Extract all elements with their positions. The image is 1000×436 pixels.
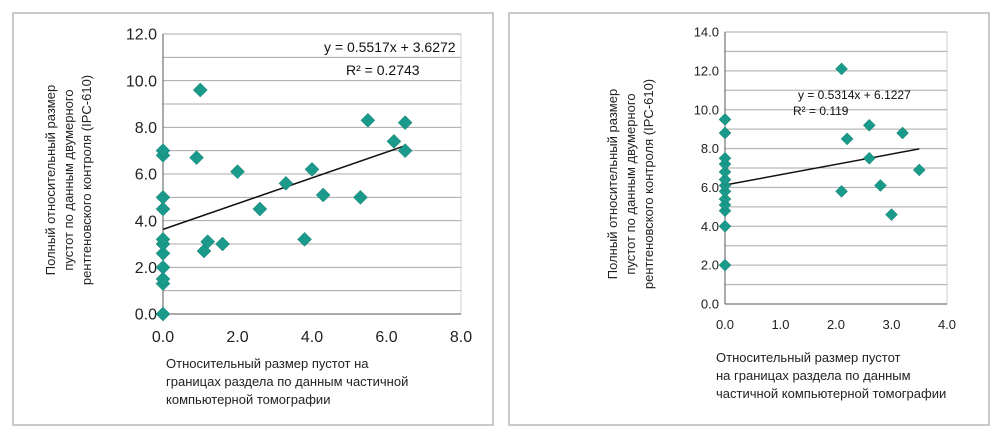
data-point-right [718, 165, 732, 179]
x-tick-label-right: 1.0 [771, 317, 789, 332]
data-point-left [155, 271, 171, 287]
data-point-left [155, 143, 171, 159]
y-tick-label-right: 10.0 [694, 102, 719, 117]
y-tick-label-right: 2.0 [701, 258, 719, 273]
data-point-left [315, 187, 331, 203]
data-point-right [840, 132, 854, 146]
x-tick-label-right: 4.0 [938, 317, 956, 332]
y-tick-label-right: 4.0 [701, 219, 719, 234]
data-point-right [835, 184, 848, 198]
x-axis-title-line: частичной компьютерной томографии [716, 386, 946, 401]
data-point-left [278, 175, 294, 191]
chart-panel-left: 0.0 2.0 4.0 6.0 8.0 10.0 12.0 0.0 2.0 4.0 6.0 8.0 y … [12, 12, 494, 426]
y-axis-title-line: Полный относительный размер [605, 89, 620, 279]
y-tick-label-right: 6.0 [701, 180, 719, 195]
data-point-right [885, 208, 898, 221]
x-axis-title-line: Относительный размер пустот на [166, 356, 369, 371]
data-point-left [304, 161, 320, 177]
scatter-chart-right: 0.0 2.0 4.0 6.0 8.0 10.0 12.0 14.0 0.0 1.0 2.0 3.0 4… [605, 25, 956, 401]
data-point-left [155, 259, 171, 275]
x-tick-label-left: 8.0 [450, 329, 472, 346]
x-tick-label-right: 2.0 [827, 317, 845, 332]
data-point-right [912, 163, 926, 177]
data-point-right [835, 62, 848, 76]
scatter-chart-left: 0.0 2.0 4.0 6.0 8.0 10.0 12.0 0.0 2.0 4.0 6.0 8.0 y … [43, 27, 472, 407]
y-axis-title-line: Полный относительный размер [43, 85, 58, 275]
y-tick-label-left: 12.0 [126, 27, 157, 44]
y-tick-label-left: 8.0 [135, 120, 157, 137]
x-tick-label-left: 0.0 [152, 329, 174, 346]
data-point-left [353, 189, 368, 205]
x-axis-title-line: на границах раздела по данным [716, 368, 911, 383]
y-tick-label-left: 6.0 [135, 167, 157, 184]
y-axis-title-right: Полный относительный размер пустот по дан… [605, 79, 656, 289]
data-point-right [862, 118, 876, 132]
trendline-right [724, 148, 920, 186]
data-point-left [397, 115, 413, 131]
data-point-left [200, 234, 216, 250]
y-tick-label-left: 10.0 [126, 73, 157, 90]
y-tick-label-right: 12.0 [694, 63, 719, 78]
data-point-right [862, 151, 876, 165]
data-point-left [155, 231, 171, 247]
y-axis-title-line: рентгеновского контроля (IPC-610) [641, 79, 656, 289]
r-squared-right: R² = 0.119 [793, 104, 849, 118]
x-tick-label-left: 6.0 [375, 329, 397, 346]
data-point-left [252, 201, 268, 217]
x-axis-title-line: Относительный размер пустот [716, 350, 901, 365]
x-axis-title-left: Относительный размер пустот на границах р… [166, 356, 408, 407]
data-point-left [215, 236, 230, 252]
x-axis-title-line: границах раздела по данным частичной [166, 374, 408, 389]
data-point-right [718, 126, 732, 140]
data-point-right [874, 179, 887, 192]
y-tick-label-left: 2.0 [135, 260, 157, 277]
data-point-right [718, 113, 732, 126]
y-axis-title-left: Полный относительный размер пустот по дан… [43, 75, 94, 285]
x-axis-title-line: компьютерной томографии [166, 392, 330, 407]
y-tick-label-right: 0.0 [701, 297, 719, 312]
y-axis-title-line: рентгеновского контроля (IPC-610) [79, 75, 94, 285]
x-tick-label-left: 2.0 [226, 329, 248, 346]
data-point-left [155, 245, 171, 261]
chart-panel-right: 0.0 2.0 4.0 6.0 8.0 10.0 12.0 14.0 0.0 1.0 2.0 3.0 4… [508, 12, 990, 426]
x-tick-label-right: 3.0 [882, 317, 900, 332]
y-axis-title-line: пустот по данным двумерного [61, 89, 76, 270]
data-point-right [896, 126, 909, 140]
data-point-left [192, 82, 208, 98]
x-tick-label-left: 4.0 [301, 329, 323, 346]
data-point-right [718, 258, 732, 272]
r-squared-left: R² = 0.2743 [346, 62, 420, 78]
data-point-left [360, 112, 376, 128]
y-tick-label-right: 14.0 [694, 25, 719, 40]
y-tick-label-left: 4.0 [135, 213, 157, 230]
data-point-left [297, 231, 312, 247]
data-point-right [718, 173, 732, 187]
y-tick-label-right: 8.0 [701, 141, 719, 156]
data-point-left [189, 150, 204, 166]
data-point-right [718, 192, 732, 206]
y-axis-title-line: пустот по данным двумерного [623, 93, 638, 274]
x-tick-label-right: 0.0 [716, 317, 734, 332]
data-point-left [230, 164, 245, 180]
trendline-equation-right: y = 0.5314x + 6.1227 [798, 88, 911, 102]
trendline-equation-left: y = 0.5517x + 3.6272 [324, 39, 456, 55]
data-point-right [718, 151, 732, 165]
data-point-left [155, 306, 171, 322]
y-tick-label-left: 0.0 [135, 307, 157, 324]
data-point-left [155, 201, 171, 217]
data-point-right [718, 219, 732, 233]
data-point-left [155, 189, 171, 205]
data-point-left [386, 133, 402, 149]
data-point-left [397, 143, 413, 159]
x-axis-title-right: Относительный размер пустот на границах р… [716, 350, 946, 401]
